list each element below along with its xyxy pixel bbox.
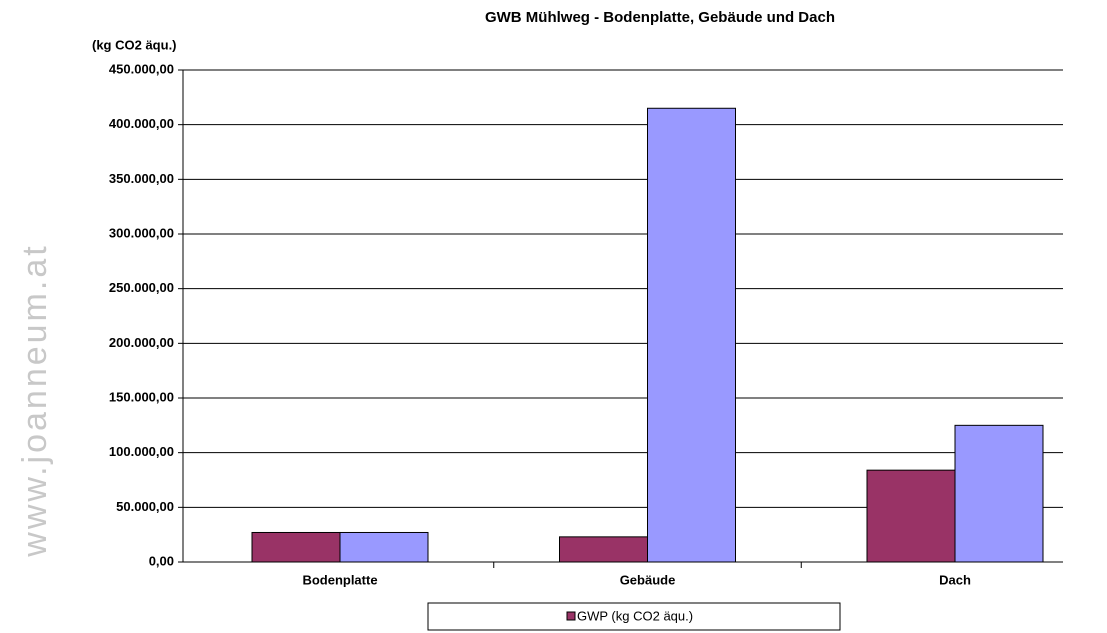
bar xyxy=(647,107,736,563)
y-axis-label: (kg CO2 äqu.) xyxy=(92,37,177,52)
x-tick-label: Dach xyxy=(939,572,971,587)
y-tick-label: 250.000,00 xyxy=(109,280,174,295)
y-tick-label: 150.000,00 xyxy=(109,389,174,404)
legend-label: GWP (kg CO2 äqu.) xyxy=(577,608,693,623)
bar xyxy=(559,536,648,563)
bar xyxy=(339,531,429,563)
chart-title: GWB Mühlweg - Bodenplatte, Gebäude und D… xyxy=(485,9,835,26)
y-tick-label: 450.000,00 xyxy=(109,61,174,76)
legend-box xyxy=(427,602,841,631)
bar xyxy=(954,424,1044,563)
y-tick-label: 200.000,00 xyxy=(109,335,174,350)
bar xyxy=(866,469,956,563)
bar xyxy=(251,531,341,563)
y-tick-label: 0,00 xyxy=(149,553,174,568)
y-tick-label: 50.000,00 xyxy=(116,499,174,514)
y-tick-label: 350.000,00 xyxy=(109,171,174,186)
x-tick-label: Gebäude xyxy=(620,572,676,587)
x-tick-label: Bodenplatte xyxy=(302,572,377,587)
y-tick-label: 400.000,00 xyxy=(109,116,174,131)
y-tick-label: 100.000,00 xyxy=(109,444,174,459)
y-tick-label: 300.000,00 xyxy=(109,225,174,240)
legend-swatch xyxy=(566,611,576,621)
watermark: www.joanneum.at xyxy=(16,243,54,557)
